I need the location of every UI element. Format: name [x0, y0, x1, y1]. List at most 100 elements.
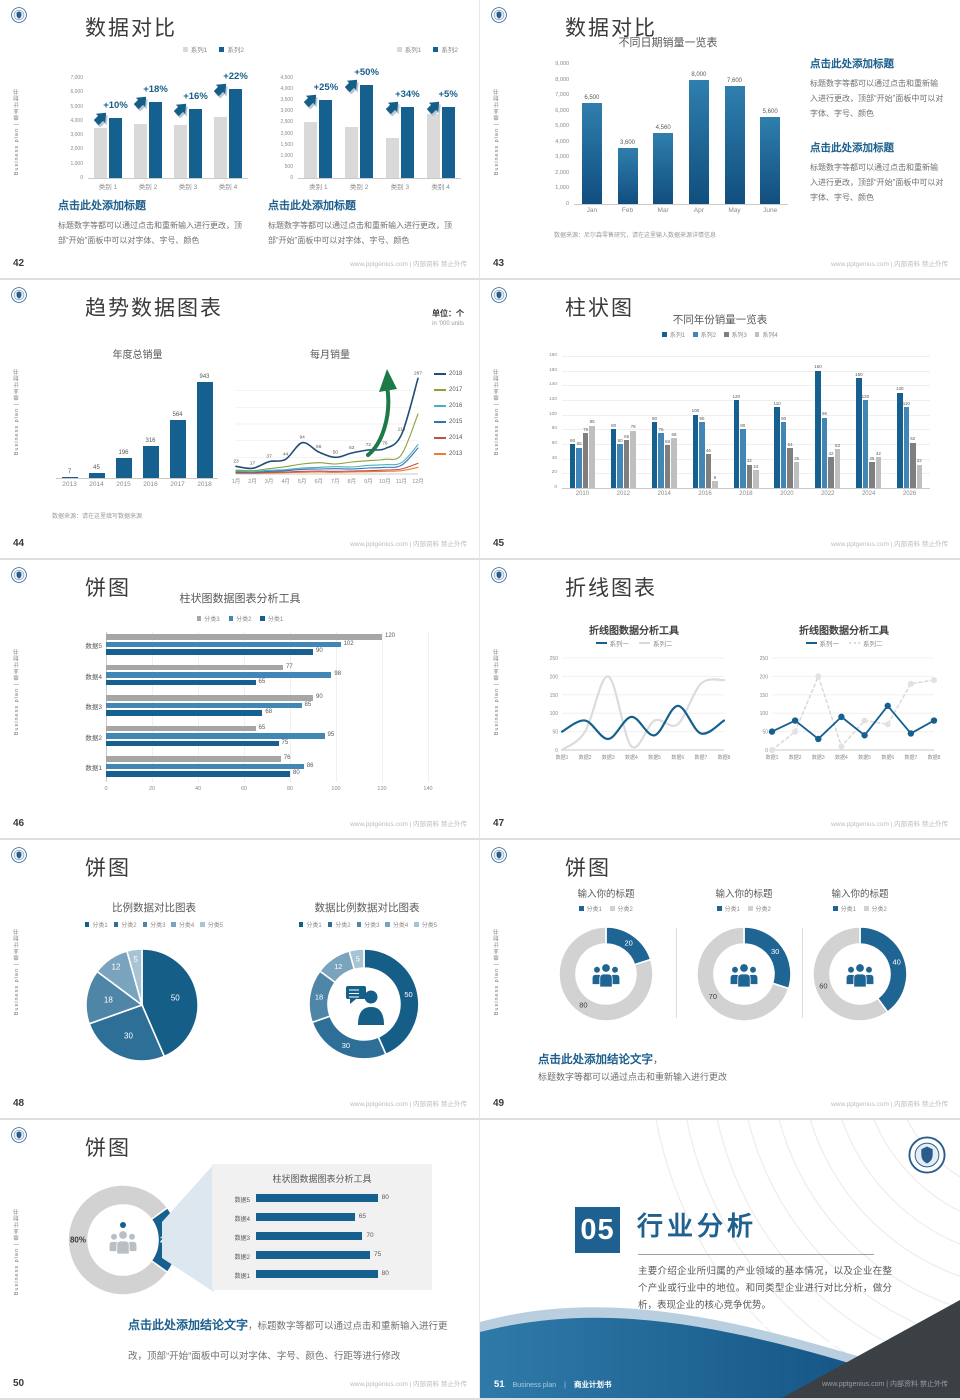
footer-watermark: www.pptgenius.com | 内部资料 禁止外传	[350, 821, 467, 828]
svg-text:数据7: 数据7	[694, 754, 707, 761]
donut-chart-30-70: 30 70	[692, 922, 796, 1026]
bar-panel: 柱状图数据图表分析工具 数据5 80 数据4 65 数据3 70 数据2 75 数据1 80	[212, 1164, 432, 1290]
slide-48-pie-charts: Business plan | 商业计划书 饼图 比例数据对比图表 分类1 分类2…	[0, 840, 480, 1120]
block-heading: 点击此处添加标题	[810, 58, 894, 70]
svg-text:3月: 3月	[265, 478, 274, 485]
svg-text:100: 100	[550, 711, 559, 717]
svg-text:50: 50	[333, 449, 339, 455]
page-number: 44	[13, 538, 25, 549]
conclusion-body: 标题数字等都可以通过点击和重新输入进行更改	[538, 1072, 728, 1082]
chart-title: 每月销量	[310, 350, 350, 361]
svg-text:80%: 80%	[70, 1236, 86, 1245]
footer-brand: 51 Business plan | 商业计划书	[494, 1379, 612, 1390]
svg-text:0: 0	[765, 748, 768, 754]
footer-watermark: www.pptgenius.com | 内部资料 禁止外传	[822, 1381, 948, 1388]
slide-title: 饼图	[85, 857, 131, 880]
chart-title: 输入你的标题	[577, 889, 635, 900]
title-rule	[638, 1254, 874, 1255]
panel-title: 柱状图数据图表分析工具	[272, 1174, 372, 1184]
footer-watermark: www.pptgenius.com | 内部资料 禁止外传	[350, 1101, 467, 1108]
chart-legend: 分类1 分类2 分类3 分类4 分类5	[44, 920, 264, 929]
block-heading: 点击此处添加标题	[810, 142, 894, 154]
section-title: 行业分析	[637, 1211, 758, 1241]
svg-text:数据2: 数据2	[579, 754, 592, 761]
svg-text:50: 50	[171, 994, 180, 1003]
chart-title: 折线图数据分析工具	[589, 626, 679, 637]
text-block: 点击此处添加标题 标题数字等都可以通过点击和重新输入进行更改，顶部“开始”面板中…	[810, 56, 944, 122]
svg-text:数据6: 数据6	[671, 754, 684, 761]
conclusion-heading: 点击此处添加结论文字	[538, 1054, 653, 1066]
svg-text:40: 40	[892, 958, 900, 967]
university-logo-icon	[908, 1136, 946, 1174]
svg-text:287: 287	[414, 370, 422, 376]
svg-text:2月: 2月	[248, 478, 257, 485]
smooth-line-chart: 0 50 100 150 200 250 数据1 数据2 数据3 数据4 数据5 数据6 数据7 数据8	[536, 652, 732, 772]
horizontal-bar-chart: 0 20 40 60 80 100 120 140 120 102 90 数据5 77 98 65 数据4 90…	[85, 632, 433, 792]
conclusion-separator: ，	[653, 1055, 663, 1066]
svg-text:76: 76	[382, 441, 388, 447]
sidebar-vertical-text: Business plan | 商业计划书	[494, 88, 500, 176]
svg-text:数据4: 数据4	[835, 754, 848, 761]
background-waves	[480, 1120, 960, 1398]
block-body: 标题数字等都可以通过点击和重新输入进行更改，顶部“开始”面板中可以对字体、字号、…	[268, 221, 452, 246]
chart-legend: 系列1 系列2	[58, 44, 250, 54]
svg-text:17: 17	[250, 460, 256, 466]
brand-en: Business plan	[512, 1382, 557, 1389]
sidebar-vertical-text: Business plan | 商业计划书	[14, 88, 20, 176]
chart-legend: 分类3 分类2 分类1	[40, 614, 440, 623]
svg-text:数据5: 数据5	[648, 754, 661, 761]
page-number: 46	[13, 818, 25, 829]
svg-text:70: 70	[709, 992, 717, 1001]
slide-title: 柱状图	[565, 297, 634, 320]
university-logo-icon	[491, 567, 507, 583]
svg-text:66: 66	[316, 444, 322, 450]
svg-text:80: 80	[579, 1001, 587, 1010]
grouped-column-chart: 0 20 40 60 80 100 120 140 160 180 60 55 75 85 2010 80 60…	[536, 342, 940, 518]
footer-watermark: www.pptgenius.com | 内部资料 禁止外传	[831, 821, 948, 828]
marker-line-chart: 0 50 100 150 200 250 数据1 数据2 数据3 数据4 数据5 数据6 数据7 数据8	[746, 652, 942, 772]
svg-text:30: 30	[771, 947, 779, 956]
grouped-bar-chart-left: 0 1,000 2,000 3,000 4,000 5,000 6,000 7,000 类别 1…	[70, 71, 248, 191]
footer-watermark: www.pptgenius.com | 内部资料 禁止外传	[350, 541, 467, 548]
svg-text:6月: 6月	[314, 478, 323, 485]
page-number: 42	[13, 258, 25, 269]
svg-text:150: 150	[550, 693, 559, 699]
conclusion-text: 点击此处添加结论文字，标题数字等都可以通过点击和重新输入进行更改，顶部“开始”面…	[128, 1310, 460, 1371]
slide-title: 饼图	[565, 857, 611, 880]
svg-text:数据3: 数据3	[602, 754, 615, 761]
svg-text:12月: 12月	[412, 478, 424, 485]
footer-watermark: www.pptgenius.com | 内部资料 禁止外传	[350, 1381, 467, 1388]
conclusion-heading: 点击此处添加结论文字	[128, 1318, 249, 1332]
page-number: 43	[493, 258, 505, 269]
section-number: 05	[575, 1207, 620, 1253]
page-number: 48	[13, 1098, 25, 1109]
text-block: 点击此处添加标题 标题数字等都可以通过点击和重新输入进行更改，顶部“开始”面板中…	[810, 140, 944, 206]
chart-title: 数据比例数据对比图表	[314, 902, 420, 914]
svg-text:4月: 4月	[281, 478, 290, 485]
university-logo-icon	[11, 567, 27, 583]
donut-chart: 50 30 18 12 5	[288, 932, 440, 1082]
divider	[802, 928, 803, 1018]
text-block: 点击此处添加标题 标题数字等都可以通过点击和重新输入进行更改，顶部“开始”面板中…	[58, 197, 250, 248]
slide-50-donut-funnel: Business plan | 商业计划书 饼图 80%20% 柱状图数据图表分…	[0, 1120, 480, 1400]
svg-text:5: 5	[134, 955, 139, 964]
university-logo-icon	[491, 287, 507, 303]
chart-title: 年度总销量	[112, 350, 163, 361]
chart-legend: 系列1 系列2 系列3 系列4	[520, 330, 920, 339]
svg-text:1月: 1月	[232, 478, 241, 485]
svg-text:10月: 10月	[379, 478, 391, 485]
svg-text:12: 12	[334, 962, 342, 971]
svg-text:5月: 5月	[298, 478, 307, 485]
svg-text:118: 118	[398, 427, 406, 433]
brand-divider: |	[564, 1382, 566, 1389]
svg-text:250: 250	[760, 656, 769, 662]
svg-text:数据8: 数据8	[928, 754, 941, 761]
chart-title: 不同日期销量一览表	[618, 37, 718, 49]
svg-text:数据7: 数据7	[904, 754, 917, 761]
slide-title: 饼图	[85, 577, 131, 600]
chart-legend: 系列1 系列2	[268, 44, 464, 54]
donut-chart-40-60: 40 60	[808, 922, 912, 1026]
svg-text:60: 60	[819, 981, 827, 990]
donut-chart-20-80: 20 80	[554, 922, 658, 1026]
